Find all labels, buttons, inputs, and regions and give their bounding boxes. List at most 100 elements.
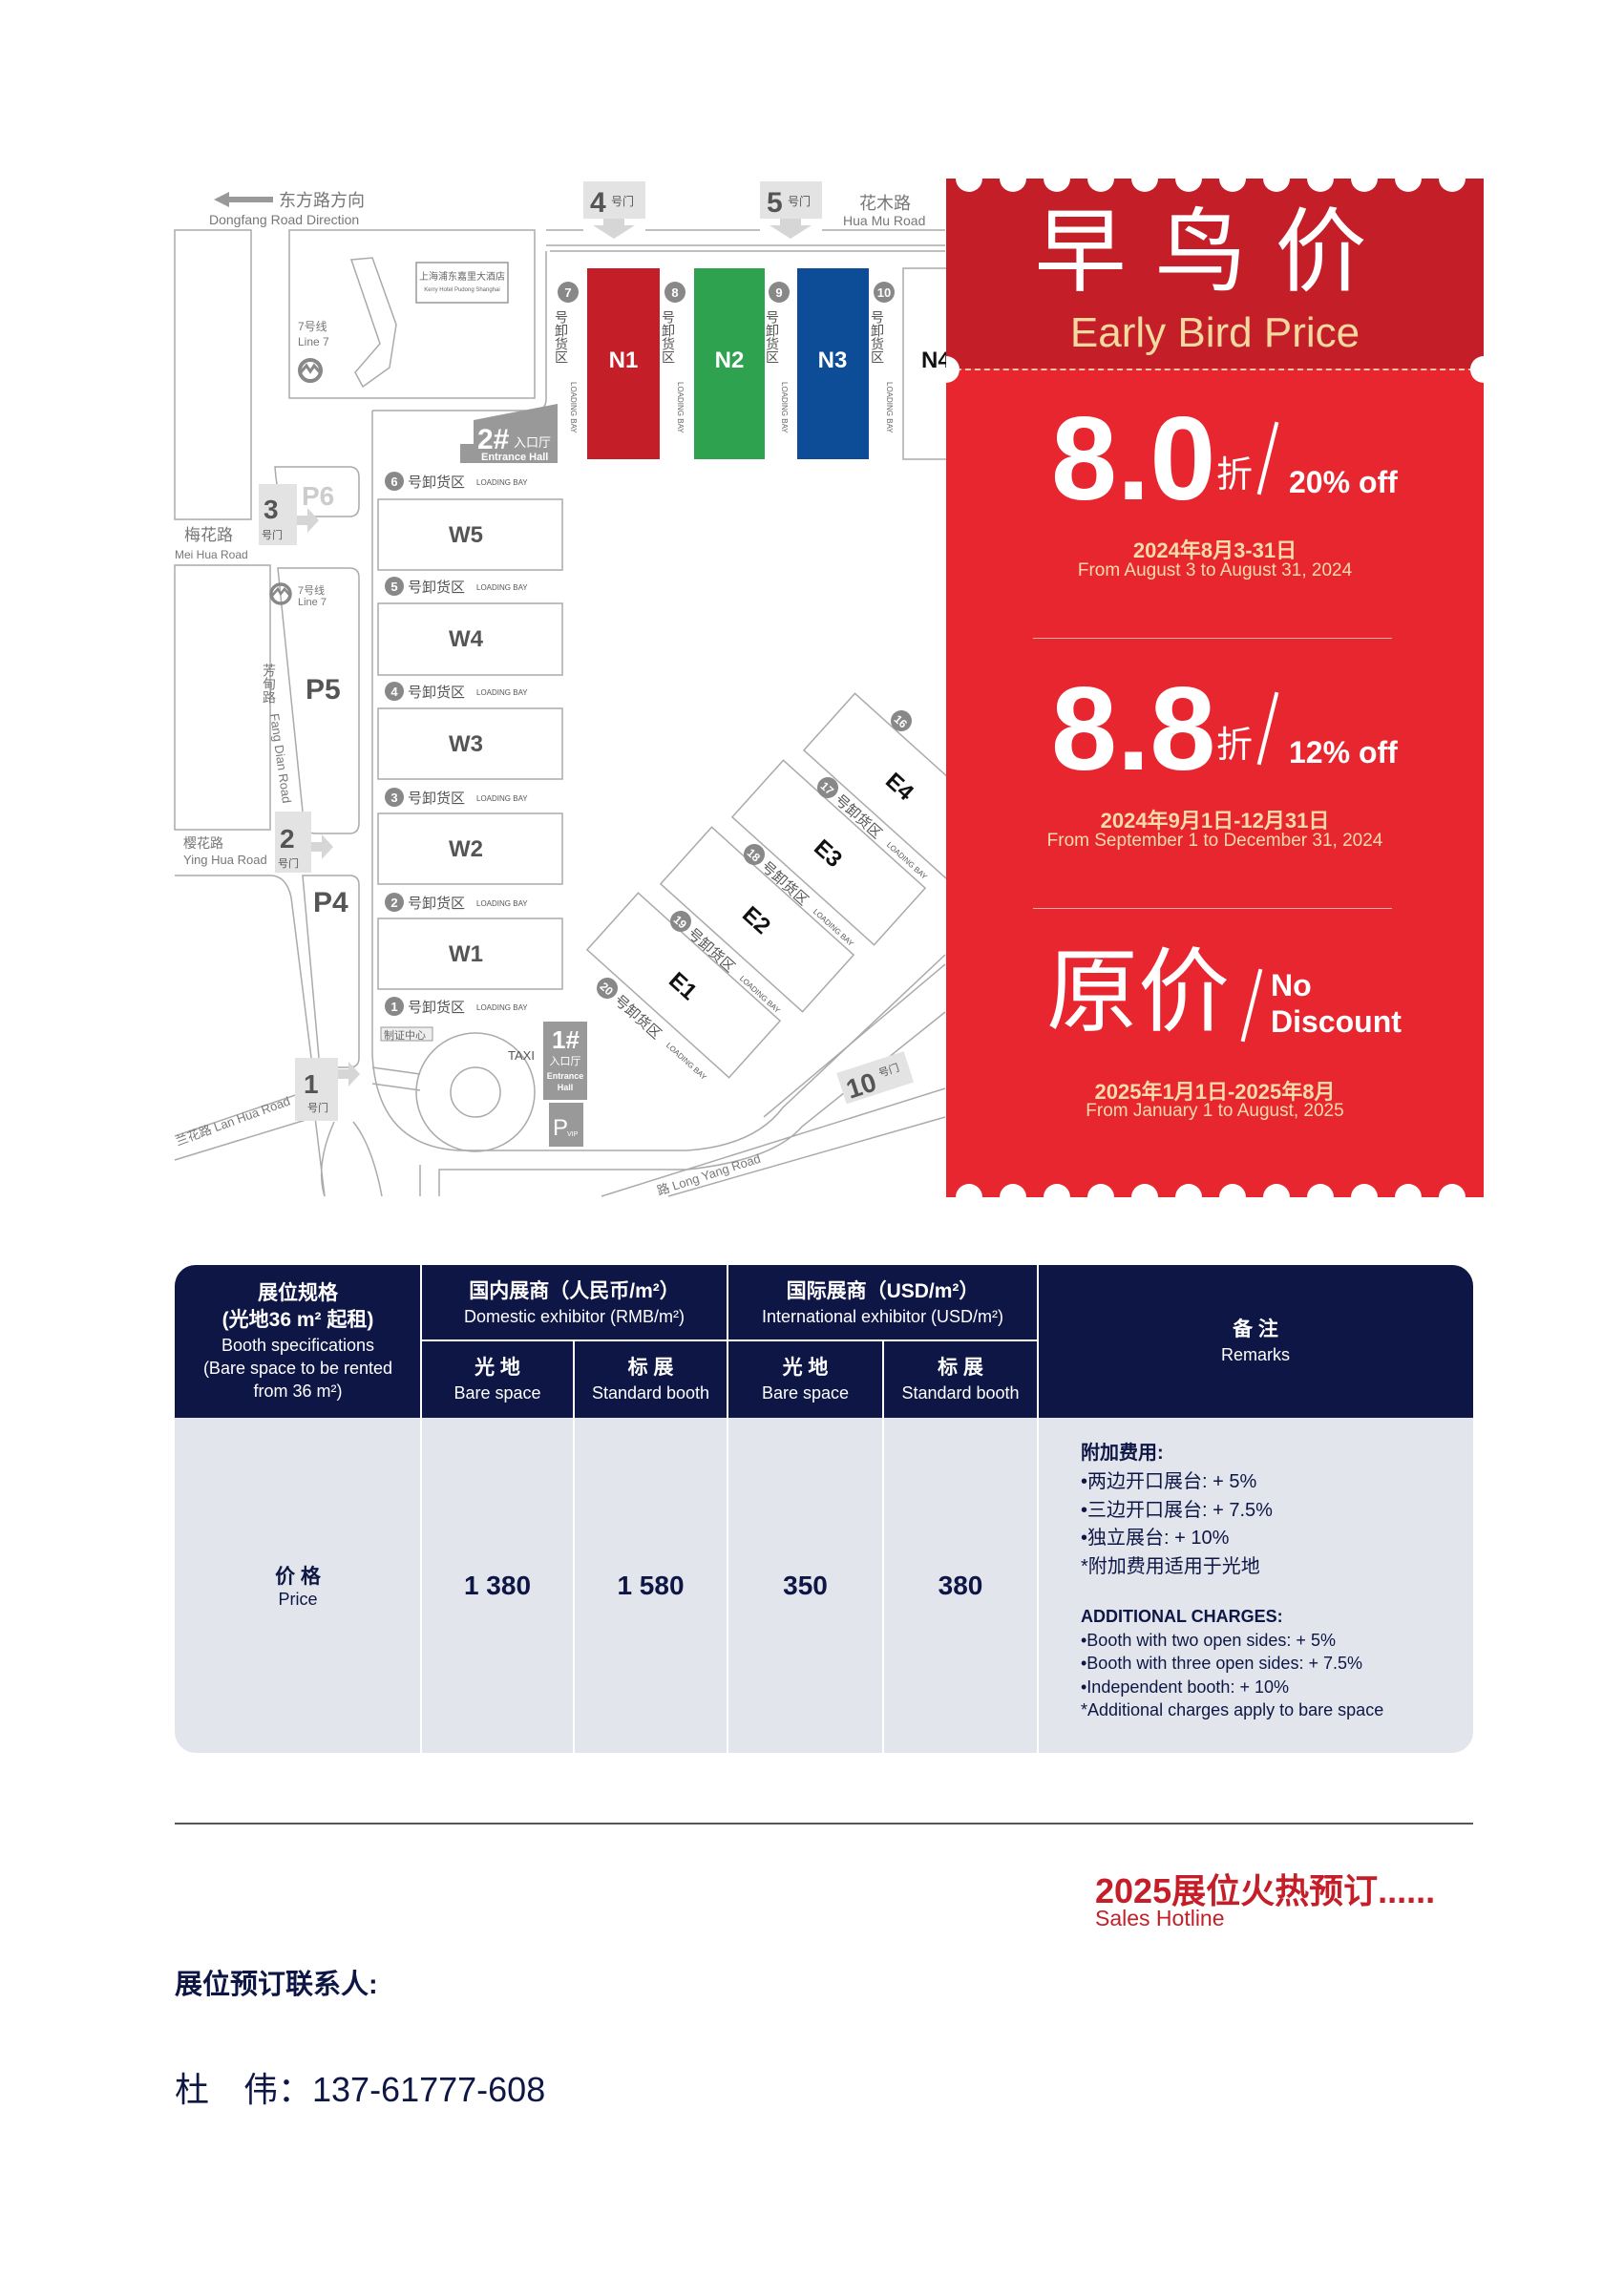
road-huamu-cn: 花木路 (859, 194, 911, 213)
svg-text:1: 1 (304, 1069, 319, 1099)
row-label-price: 价 格 Price (175, 1418, 421, 1753)
bay-label-en: LOADING BAY (676, 382, 685, 433)
hall-e2[interactable]: E2 (659, 826, 855, 1013)
grid-line (727, 1265, 728, 1753)
spec-cn2: (光地36 m² 起租) (221, 1309, 374, 1331)
promo-title: 早鸟价 (1034, 201, 1396, 304)
remarks-cn: 备 注 (1233, 1318, 1278, 1340)
entrance-hall-2: 2# 入口厅 Entrance Hall (460, 404, 558, 463)
subheader-domestic-standard: 标 展 Standard booth (574, 1340, 728, 1418)
bay-number: 6 (390, 475, 397, 489)
tier-zhe: 折 (1216, 726, 1254, 766)
price-intl-standard: 380 (938, 1570, 983, 1600)
hotline-title: 2025展位火热预订...... (1095, 1871, 1436, 1910)
tier-rate: 原价 (1046, 941, 1230, 1044)
scallop-edge (956, 179, 982, 192)
svg-text:2: 2 (280, 824, 295, 854)
bay-label-en: LOADING BAY (476, 899, 528, 908)
grid-line (882, 1340, 884, 1753)
subheader-intl-bare: 光 地 Bare space (728, 1340, 883, 1418)
grid-line (421, 1339, 1038, 1341)
svg-text:P: P (553, 1115, 568, 1141)
tier-off: 20% off (1289, 465, 1398, 499)
gate-3: 3 号门 (259, 484, 319, 545)
bay-badge (385, 893, 404, 912)
price-intl-bare: 350 (783, 1570, 828, 1600)
scallop-edge (1395, 179, 1422, 192)
bay-number: 7 (564, 285, 571, 300)
bay-16: 16 (891, 710, 912, 731)
bay-label-en: LOADING BAY (885, 382, 894, 433)
direction-cn: 东方路方向 (279, 191, 365, 210)
bay-label-en: LOADING BAY (476, 583, 528, 592)
svg-text:1#: 1# (552, 1025, 580, 1054)
remark-en: •Independent booth: + 10% (1081, 1677, 1289, 1697)
scallop-edge (1131, 1184, 1158, 1197)
tier-date-cn: 2024年9月1日-12月31日 (1100, 809, 1330, 833)
scallop-edge (1263, 1184, 1290, 1197)
bay-number: 4 (390, 685, 398, 699)
hall-e3[interactable]: E3 (730, 759, 927, 946)
divider (1033, 638, 1392, 639)
svg-text:号门: 号门 (278, 856, 299, 870)
bay-badge (874, 282, 895, 303)
price-domestic-standard: 1 580 (617, 1570, 685, 1600)
metro-en: Line 7 (298, 335, 329, 348)
header-domestic: 国内展商（人民币/m²） Domestic exhibitor (RMB/m²) (421, 1265, 728, 1340)
grid-line (573, 1340, 575, 1753)
scallop-edge (1175, 179, 1202, 192)
parking-p6: P6 (302, 481, 334, 511)
remark-en: •Booth with three open sides: + 7.5% (1081, 1654, 1362, 1673)
bay-label-cn: 号卸货区 (408, 685, 465, 701)
svg-text:Entrance: Entrance (547, 1071, 584, 1081)
hall-n2[interactable] (694, 268, 765, 459)
bay-badge (744, 844, 765, 865)
bay-label-en: LOADING BAY (476, 688, 528, 697)
gate-1: 1 号门 (295, 1058, 360, 1121)
promo-subtitle: Early Bird Price (1069, 309, 1360, 356)
hall-n3[interactable] (797, 268, 869, 459)
scallop-edge (1175, 1184, 1202, 1197)
header-remarks: 备 注 Remarks (1038, 1265, 1473, 1418)
hotel-cn: 上海浦东嘉里大酒店 (419, 270, 505, 283)
subheader-intl-standard: 标 展 Standard booth (883, 1340, 1038, 1418)
metro-icon (269, 582, 292, 605)
remarks-en: Remarks (1220, 1345, 1290, 1364)
remark-en: •Booth with two open sides: + 5% (1081, 1631, 1336, 1650)
sub-cn: 光 地 (475, 1356, 520, 1379)
price-table: 展位规格 (光地36 m² 起租) Booth specifications (… (175, 1265, 1473, 1753)
scallop-edge (1351, 179, 1378, 192)
remark-cn: 附加费用: (1081, 1443, 1164, 1464)
spec-cn1: 展位规格 (258, 1282, 338, 1304)
hall-n1[interactable] (587, 268, 660, 459)
hall-e1[interactable]: E1 (585, 892, 782, 1079)
contact-phone[interactable]: 杜 伟：137-61777-608 (175, 2070, 546, 2109)
sub-en: Standard booth (901, 1382, 1020, 1403)
scallop-edge (1219, 179, 1246, 192)
hotline-subtitle: Sales Hotline (1095, 1906, 1225, 1930)
early-bird-header (946, 179, 1484, 369)
tier-date-cn: 2025年1月1日-2025年8月 (1094, 1080, 1336, 1104)
bay-badge (385, 997, 404, 1016)
sub-cn: 光 地 (782, 1356, 829, 1379)
bay-badge (769, 282, 790, 303)
bay-badge (664, 282, 685, 303)
bay-label-en: LOADING BAY (780, 382, 789, 433)
tier-date-cn: 2024年8月3-31日 (1132, 538, 1297, 562)
bay-label-en: LOADING BAY (476, 1003, 528, 1012)
bay-number: 5 (390, 580, 397, 594)
header-international: 国际展商（USD/m²） International exhibitor (US… (728, 1265, 1038, 1340)
bay-badge (817, 777, 838, 798)
hall-outline (585, 892, 782, 1079)
svg-text:号门: 号门 (307, 1101, 328, 1114)
divider (175, 1823, 1473, 1825)
gate-2: 2 号门 (275, 812, 333, 873)
bay-label-cn: 号卸货区 (408, 896, 465, 912)
svg-text:号门: 号门 (788, 194, 811, 208)
bay-number: 8 (671, 285, 678, 300)
tier-rate: 8.0 (1051, 393, 1216, 525)
tier-off-line1: No (1271, 968, 1312, 1002)
hall-w5-label: W5 (449, 522, 483, 548)
notch (946, 356, 960, 383)
direction-en: Dongfang Road Direction (209, 212, 359, 227)
